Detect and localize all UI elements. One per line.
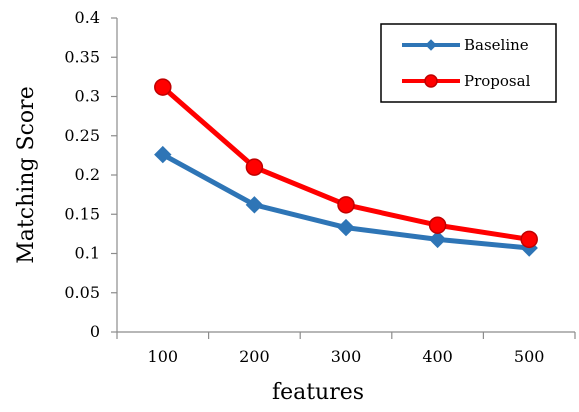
x-tick-label: 300 xyxy=(331,347,362,366)
y-tick-label: 0 xyxy=(90,322,100,341)
legend-marker-baseline xyxy=(425,39,437,51)
legend-label-proposal: Proposal xyxy=(464,72,531,90)
y-tick-label: 0.4 xyxy=(75,8,100,27)
data-point-baseline xyxy=(245,196,264,214)
x-tick-label: 500 xyxy=(514,347,545,366)
x-tick-label: 200 xyxy=(239,347,270,366)
x-tick-label: 100 xyxy=(148,347,179,366)
legend-box xyxy=(380,23,557,103)
y-axis-title: Matching Score xyxy=(14,86,39,263)
y-tick-label: 0.35 xyxy=(64,47,100,66)
data-point-baseline xyxy=(428,230,447,249)
data-point-baseline xyxy=(337,218,355,237)
y-tick-label: 0.25 xyxy=(64,126,100,145)
data-point-proposal xyxy=(245,158,264,176)
y-tick-label: 0.1 xyxy=(75,244,100,263)
data-point-proposal xyxy=(154,78,172,96)
axes xyxy=(111,17,576,339)
legend: Baseline Proposal xyxy=(380,23,557,103)
data-point-baseline xyxy=(154,145,172,164)
x-tick-labels: 100 200 300 400 500 xyxy=(148,347,545,366)
y-tick-label: 0.3 xyxy=(75,87,100,106)
y-tick-labels: 0 0.05 0.1 0.15 0.2 0.25 0.3 0.35 0.4 xyxy=(64,8,100,341)
series-proposal xyxy=(154,78,538,249)
data-point-proposal xyxy=(520,230,538,249)
x-tick-label: 400 xyxy=(422,347,453,366)
series-line-proposal xyxy=(160,84,532,242)
y-tick-label: 0.2 xyxy=(75,165,100,184)
legend-marker-proposal xyxy=(424,74,438,88)
legend-label-baseline: Baseline xyxy=(464,36,529,54)
y-tick-label: 0.15 xyxy=(64,204,100,223)
data-point-proposal xyxy=(337,196,355,214)
series-layer xyxy=(154,78,538,257)
x-axis-title: features xyxy=(272,380,364,405)
data-point-proposal xyxy=(428,216,447,234)
y-tick-label: 0.05 xyxy=(64,283,100,302)
